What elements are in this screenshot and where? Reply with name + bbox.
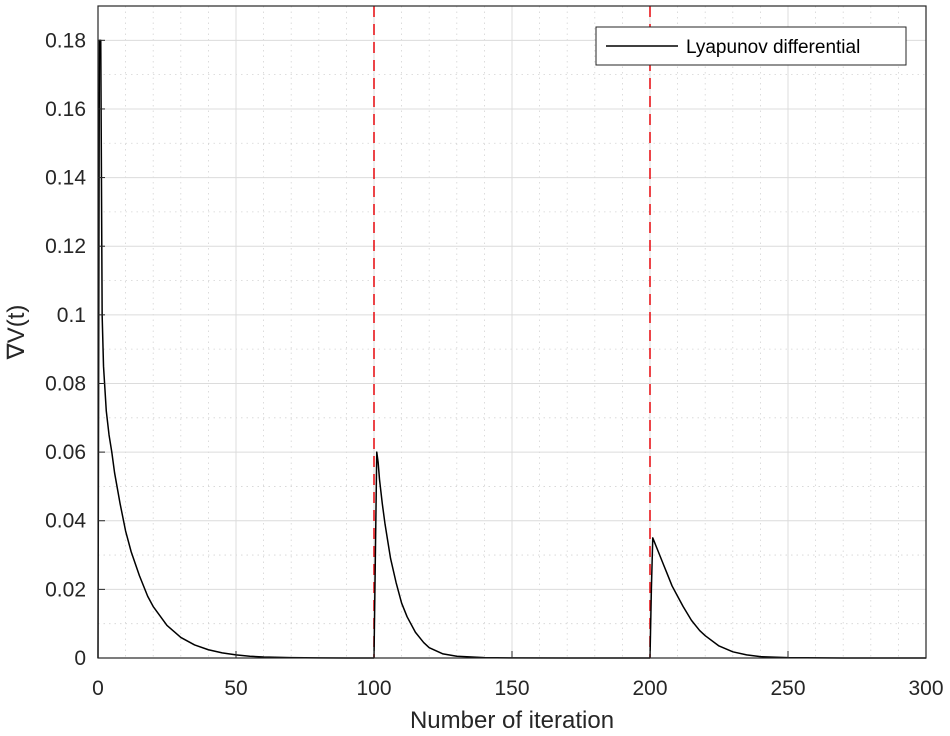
y-tick-label: 0.14: [45, 167, 86, 190]
y-axis-label: ∇V(t): [3, 305, 30, 361]
x-tick-label: 300: [908, 677, 943, 700]
y-tick-label: 0.16: [45, 98, 86, 121]
x-axis-label: Number of iteration: [410, 707, 614, 734]
y-tick-label: 0.04: [45, 510, 86, 533]
x-axis-ticks: 0 50 100 150 200 250 300: [92, 651, 944, 700]
x-tick-label: 50: [224, 677, 247, 700]
y-tick-label: 0.1: [57, 304, 86, 327]
y-tick-label: 0.06: [45, 441, 86, 464]
x-tick-label: 200: [632, 677, 667, 700]
y-tick-label: 0.02: [45, 578, 86, 601]
major-grid: [97, 6, 927, 659]
x-tick-label: 150: [494, 677, 529, 700]
series-line-lyapunov-differential: [373, 451, 650, 659]
series-line-lyapunov-differential: [97, 39, 375, 659]
x-tick-label: 250: [770, 677, 805, 700]
y-tick-label: 0.12: [45, 235, 86, 258]
series-layer: [97, 39, 926, 659]
y-tick-label: 0.08: [45, 372, 86, 395]
vertical-marker-lines: [373, 6, 651, 658]
y-tick-label: 0: [74, 647, 86, 670]
legend-label-lyapunov-differential: Lyapunov differential: [686, 37, 860, 58]
series-line-lyapunov-differential: [649, 537, 926, 659]
x-tick-label: 100: [356, 677, 391, 700]
y-axis-ticks: 0 0.02 0.04 0.06 0.08 0.1 0.12 0.14 0.16 0.18: [45, 29, 105, 670]
x-tick-label: 0: [92, 677, 104, 700]
y-tick-label: 0.18: [45, 29, 86, 52]
legend: Lyapunov differential: [595, 26, 907, 66]
